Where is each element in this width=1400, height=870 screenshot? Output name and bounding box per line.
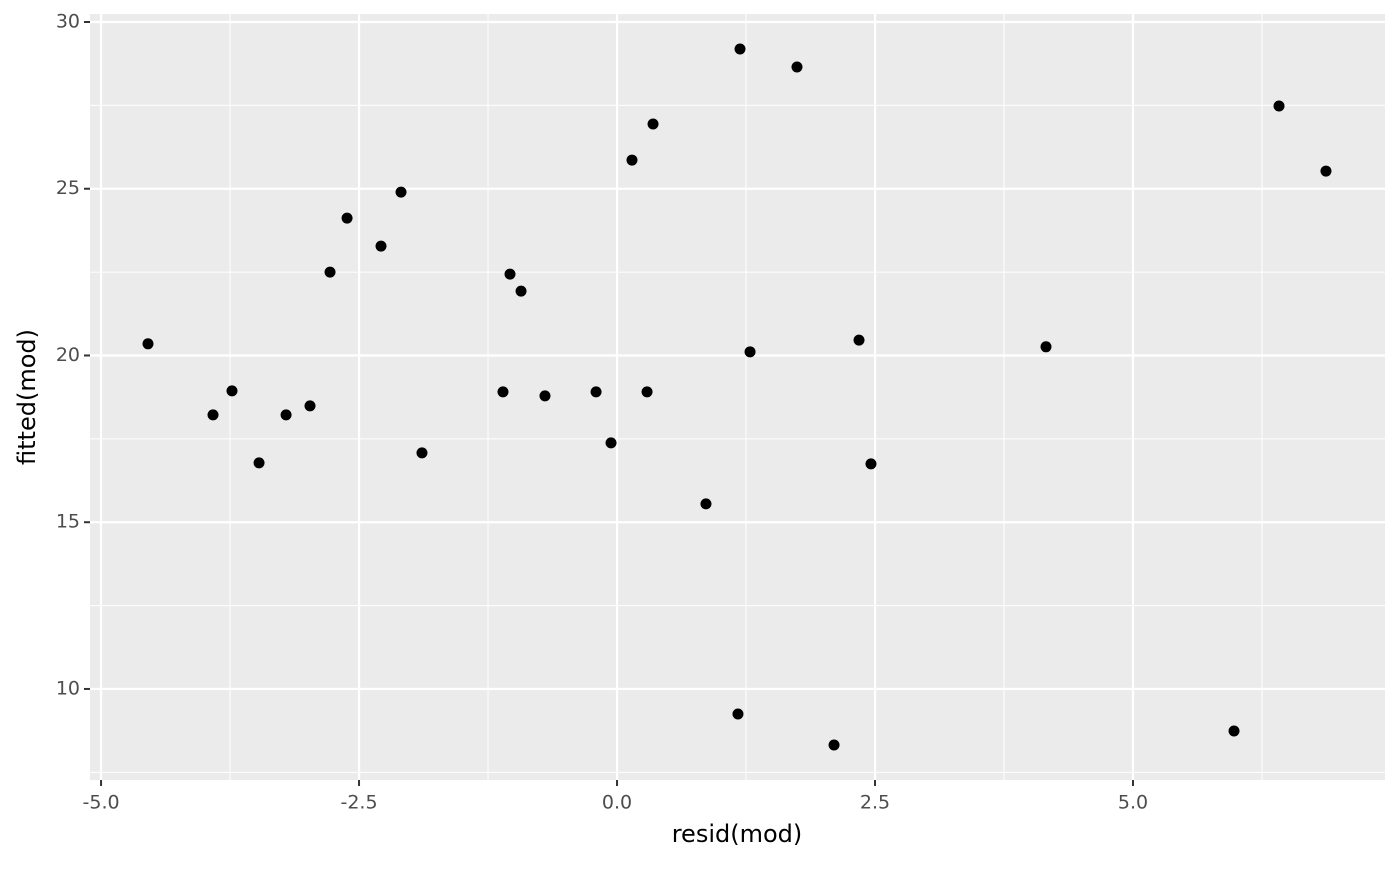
x-tick-label: 2.5 — [860, 792, 890, 814]
point — [341, 212, 353, 224]
point — [1228, 725, 1240, 737]
point — [304, 400, 316, 412]
y-tick-label: 20 — [56, 344, 80, 366]
point — [647, 118, 659, 130]
point — [1320, 165, 1332, 177]
point — [590, 386, 602, 398]
point — [732, 708, 744, 720]
point — [416, 447, 428, 459]
y-tick-label: 15 — [56, 511, 80, 533]
point — [280, 409, 292, 421]
point — [515, 285, 527, 297]
point — [253, 457, 265, 469]
x-axis-title: resid(mod) — [672, 820, 803, 848]
point — [828, 739, 840, 751]
point — [641, 386, 653, 398]
x-tick-label: 0.0 — [602, 792, 632, 814]
point — [1040, 341, 1052, 353]
point — [744, 346, 756, 358]
panel — [90, 14, 1385, 780]
x-tick-label: 5.0 — [1118, 792, 1148, 814]
point — [497, 386, 509, 398]
point — [142, 338, 154, 350]
point — [324, 266, 336, 278]
y-tick-label: 25 — [56, 177, 80, 199]
point — [504, 268, 516, 280]
y-tick-label: 10 — [56, 677, 80, 699]
x-tick-label: -2.5 — [340, 792, 377, 814]
point — [853, 334, 865, 346]
point — [791, 61, 803, 73]
point — [226, 385, 238, 397]
point — [865, 458, 877, 470]
minor-grid — [90, 14, 1385, 780]
y-axis-title: fitted(mod) — [13, 329, 41, 465]
point — [375, 240, 387, 252]
point — [626, 154, 638, 166]
y-tick-label: 30 — [56, 11, 80, 33]
point — [605, 437, 617, 449]
point — [539, 390, 551, 402]
point — [395, 186, 407, 198]
point — [700, 498, 712, 510]
point — [207, 409, 219, 421]
point — [734, 43, 746, 55]
x-tick-label: -5.0 — [83, 792, 120, 814]
point — [1273, 100, 1285, 112]
